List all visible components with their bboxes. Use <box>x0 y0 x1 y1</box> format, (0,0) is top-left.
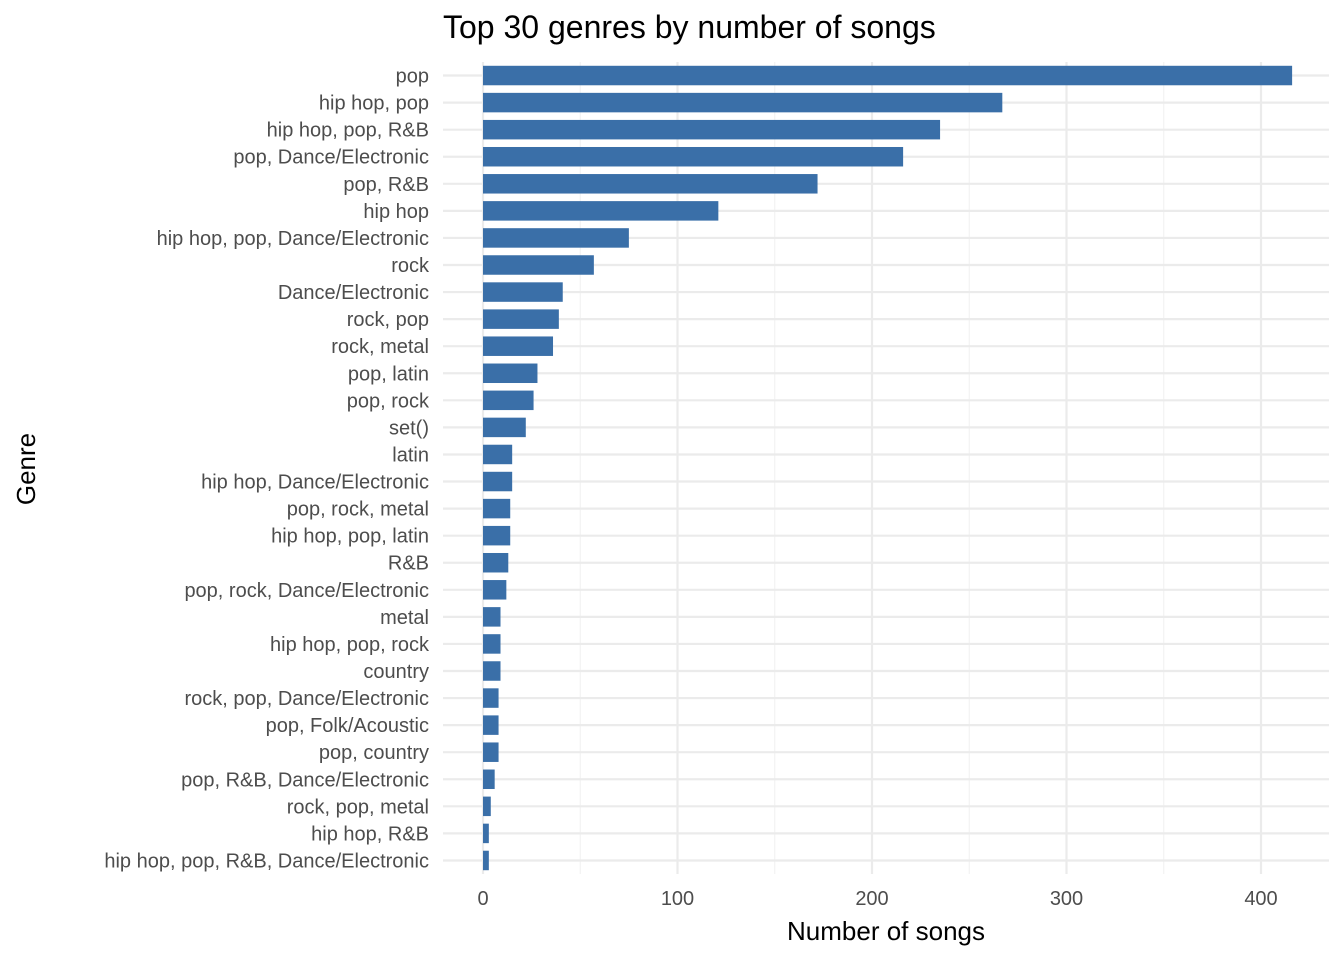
bar <box>483 444 513 465</box>
y-tick-label: hip hop, Dance/Electronic <box>201 472 429 494</box>
bar <box>483 146 904 167</box>
y-tick-label: pop, rock, metal <box>287 499 429 521</box>
y-tick-label: hip hop, pop, Dance/Electronic <box>157 228 429 250</box>
bar <box>483 796 491 817</box>
bar <box>483 282 563 302</box>
bar <box>483 390 534 411</box>
bar <box>483 580 507 600</box>
x-tick-labels: 0 100 200 300 400 <box>477 888 1277 910</box>
bar <box>483 174 818 194</box>
y-tick-label: hip hop, pop, R&B, Dance/Electronic <box>104 850 429 872</box>
bar <box>483 634 501 654</box>
y-tick-label: R&B <box>388 553 429 575</box>
bar <box>483 255 594 275</box>
bar <box>483 417 526 438</box>
y-tick-label: pop, Dance/Electronic <box>233 147 429 169</box>
bar <box>483 228 629 248</box>
y-tick-label: pop, latin <box>348 363 429 385</box>
x-tick-label: 400 <box>1244 888 1277 910</box>
bar <box>483 552 509 573</box>
bar <box>483 661 501 681</box>
y-tick-label: country <box>363 661 429 683</box>
y-tick-label: rock, metal <box>331 336 429 358</box>
bar <box>483 471 513 492</box>
y-tick-label: hip hop <box>363 201 429 223</box>
x-tick-label: 300 <box>1050 888 1083 910</box>
bar <box>483 525 511 546</box>
y-tick-label: metal <box>380 607 429 629</box>
y-tick-label: pop, Folk/Acoustic <box>266 715 429 737</box>
y-tick-labels: pop hip hop, pop hip hop, pop, R&B pop, Dan… <box>104 66 430 873</box>
y-tick-label: Dance/Electronic <box>278 282 429 304</box>
y-tick-label: latin <box>392 444 429 466</box>
y-tick-label: pop <box>396 66 429 88</box>
y-tick-label: hip hop, pop, rock <box>270 634 430 656</box>
y-tick-label: hip hop, pop <box>319 93 429 115</box>
x-tick-label: 200 <box>855 888 888 910</box>
y-tick-label: rock, pop, Dance/Electronic <box>184 688 429 710</box>
bar <box>483 850 489 871</box>
bar <box>483 65 1293 86</box>
y-tick-label: pop, rock <box>347 390 430 412</box>
y-tick-label: pop, rock, Dance/Electronic <box>184 580 429 602</box>
bar <box>483 715 499 735</box>
bar <box>483 742 499 762</box>
y-tick-label: rock <box>391 255 430 277</box>
y-tick-label: pop, country <box>319 742 429 764</box>
y-tick-label: hip hop, pop, R&B <box>267 120 429 142</box>
bar <box>483 309 559 329</box>
x-tick-label: 0 <box>477 888 488 910</box>
bar <box>483 201 719 221</box>
y-tick-label: rock, pop, metal <box>287 796 429 818</box>
chart-title: Top 30 genres by number of songs <box>443 9 936 45</box>
bar <box>483 119 941 140</box>
bar <box>483 363 538 384</box>
bar <box>483 688 499 708</box>
bar <box>483 498 511 519</box>
x-tick-label: 100 <box>661 888 694 910</box>
y-tick-label: hip hop, R&B <box>311 823 429 845</box>
bars-group <box>483 65 1293 871</box>
bar <box>483 336 554 356</box>
bar <box>483 607 501 627</box>
y-tick-label: pop, R&B, Dance/Electronic <box>181 769 429 791</box>
bar <box>483 769 495 790</box>
y-tick-label: pop, R&B <box>343 174 429 196</box>
y-tick-label: set() <box>389 417 429 439</box>
y-axis-title: Genre <box>11 433 41 505</box>
bar <box>483 92 1003 113</box>
y-tick-label: rock, pop <box>347 309 429 331</box>
bar <box>483 823 489 844</box>
x-axis-title: Number of songs <box>787 916 985 946</box>
y-tick-label: hip hop, pop, latin <box>271 526 429 548</box>
